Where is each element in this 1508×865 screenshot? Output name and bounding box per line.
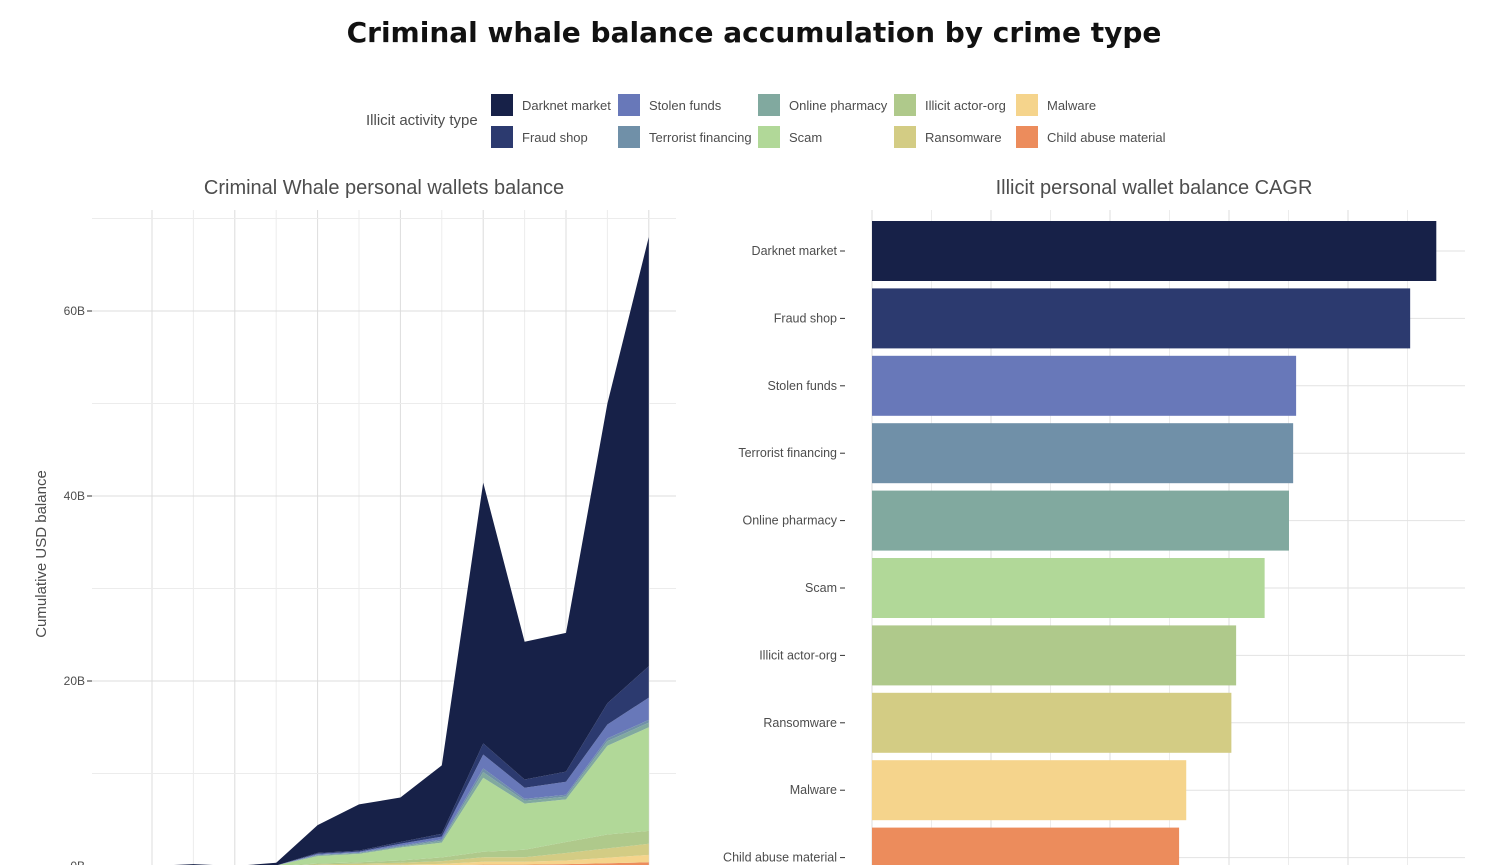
bar-stolen-funds — [872, 355, 1297, 416]
area-scam — [278, 727, 649, 865]
area-darknet-market — [173, 237, 649, 865]
category-label: Illicit actor-org — [759, 648, 837, 662]
legend-item-stolen-funds: Stolen funds — [618, 93, 721, 117]
bar-darknet-market — [872, 221, 1437, 281]
legend-label: Fraud shop — [522, 129, 588, 145]
legend-item-fraud-shop: Fraud shop — [491, 125, 588, 149]
category-label: Ransomware — [763, 716, 837, 730]
area-child-abuse-material — [459, 862, 649, 865]
legend-label: Stolen funds — [649, 97, 722, 113]
legend-swatch — [1016, 126, 1038, 148]
legend-label: Child abuse material — [1047, 129, 1166, 145]
legend-label: Darknet market — [522, 97, 611, 113]
legend-item-online-pharmacy: Online pharmacy — [758, 93, 887, 117]
bar-ransomware — [872, 692, 1232, 753]
legend-label: Terrorist financing — [649, 129, 752, 145]
category-label: Scam — [805, 581, 837, 595]
y-tick-label: 60B — [64, 304, 85, 318]
legend-label: Ransomware — [925, 129, 1002, 145]
legend-swatch — [618, 126, 640, 148]
legend-swatch — [491, 94, 513, 116]
legend-label: Scam — [789, 129, 823, 145]
legend-item-darknet-market: Darknet market — [491, 93, 611, 117]
y-tick-label: 20B — [64, 674, 85, 688]
page-title: Criminal whale balance accumulation by c… — [346, 16, 1162, 49]
legend-swatch — [491, 126, 513, 148]
legend-swatch — [894, 126, 916, 148]
legend-label: Malware — [1047, 97, 1097, 113]
legend-item-ransomware: Ransomware — [894, 125, 1002, 149]
area-chart: 0B 20B 40B 60B Cumulative USD balance — [33, 210, 676, 865]
bar-online-pharmacy — [872, 490, 1289, 551]
legend-label: Illicit actor-org — [925, 97, 1006, 113]
category-label: Stolen funds — [768, 379, 838, 393]
legend-swatch — [1016, 94, 1038, 116]
bar-fraud-shop — [872, 288, 1411, 349]
category-label: Darknet market — [752, 244, 838, 258]
legend-item-scam: Scam — [758, 125, 822, 149]
area-ransomware — [302, 843, 649, 865]
legend-swatch — [894, 94, 916, 116]
y-axis-label: Cumulative USD balance — [33, 470, 50, 638]
right-panel-title: Illicit personal wallet balance CAGR — [995, 177, 1313, 199]
area-fraud-shop — [277, 666, 649, 865]
legend-swatch — [758, 126, 780, 148]
y-tick-label: 40B — [64, 489, 85, 503]
left-panel-title: Criminal Whale personal wallets balance — [203, 177, 565, 199]
bar-illicit-actor-org — [872, 625, 1237, 686]
legend-title: Illicit activity type — [366, 112, 478, 129]
y-tick-label: 0B — [70, 859, 85, 865]
category-label: Fraud shop — [774, 311, 837, 325]
bar-scam — [872, 558, 1265, 618]
legend-label: Online pharmacy — [789, 97, 888, 113]
legend-item-malware: Malware — [1016, 93, 1096, 117]
area-stolen-funds — [277, 697, 649, 865]
legend-item-terrorist-financing: Terrorist financing — [618, 125, 752, 149]
bar-child-abuse-material — [872, 827, 1180, 865]
legend-swatch — [758, 94, 780, 116]
area-malware — [359, 854, 649, 865]
area-illicit-actor-org — [292, 830, 649, 865]
bar-terrorist-financing — [872, 423, 1294, 484]
bar-malware — [872, 760, 1187, 821]
category-label: Malware — [790, 783, 837, 797]
legend-item-illicit-actor-org: Illicit actor-org — [894, 93, 1006, 117]
legend-item-child-abuse-material: Child abuse material — [1016, 125, 1166, 149]
legend-swatch — [618, 94, 640, 116]
